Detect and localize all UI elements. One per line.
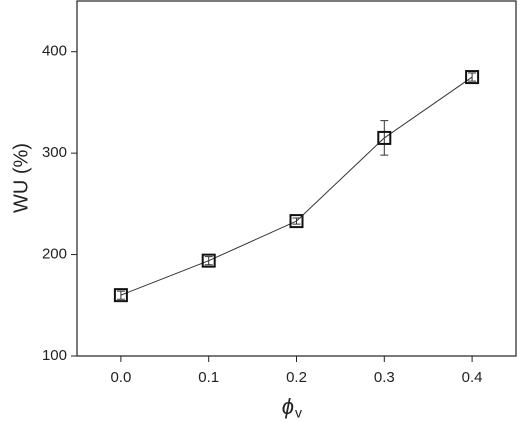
- error-bar: [380, 120, 389, 156]
- marker: [377, 130, 392, 145]
- error-bar: [116, 290, 125, 300]
- error-bar: [292, 217, 301, 225]
- x-tick-label: 0.2: [286, 369, 307, 386]
- data-line: [120, 76, 473, 296]
- x-tick-label: 0.4: [462, 369, 483, 386]
- x-tick-label: 0.0: [110, 369, 131, 386]
- marker: [113, 288, 128, 303]
- x-tick-label: 0.1: [198, 369, 219, 386]
- error-bar: [204, 256, 213, 266]
- plot-frame: [76, 0, 517, 357]
- x-tick-label: 0.3: [374, 369, 395, 386]
- marker: [465, 70, 480, 85]
- y-tick-label: 200: [42, 246, 67, 263]
- marker: [201, 253, 216, 268]
- y-tick-label: 400: [42, 43, 67, 60]
- y-axis-label: WU (%): [10, 143, 32, 213]
- marker: [289, 214, 304, 229]
- error-bar: [468, 72, 477, 82]
- y-tick-label: 100: [42, 347, 67, 364]
- y-tick-label: 300: [42, 144, 67, 161]
- x-axis-label-subscript: v: [295, 405, 302, 421]
- x-axis-label: ϕ: [282, 394, 294, 419]
